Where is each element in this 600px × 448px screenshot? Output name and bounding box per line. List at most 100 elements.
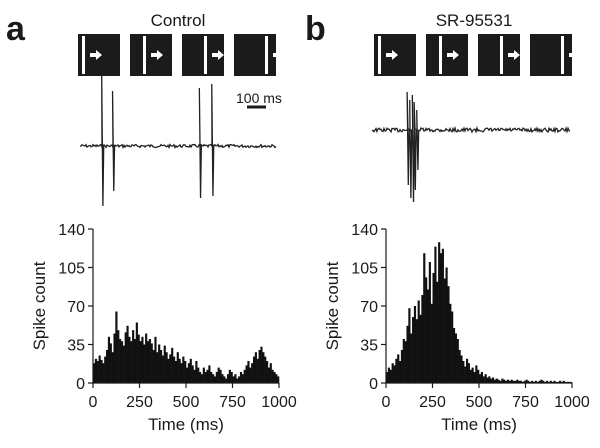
histogram-bar bbox=[439, 253, 443, 383]
histogram-bar bbox=[117, 330, 120, 383]
histogram-bar bbox=[100, 359, 103, 383]
panel-b-stimulus-frames bbox=[374, 34, 581, 76]
histogram-bar bbox=[219, 369, 222, 383]
histogram-bar bbox=[184, 361, 187, 383]
histogram-bar bbox=[193, 369, 196, 383]
histogram-bar bbox=[245, 365, 248, 383]
histogram-bar bbox=[180, 363, 183, 383]
histogram-bar bbox=[501, 378, 504, 383]
histogram-bar bbox=[122, 345, 125, 383]
histogram-bar bbox=[480, 372, 484, 383]
histogram-bar bbox=[395, 358, 398, 383]
histogram-bar bbox=[516, 379, 519, 383]
histogram-bar bbox=[243, 369, 246, 383]
histogram-bar bbox=[482, 376, 485, 383]
histogram-bar bbox=[225, 378, 228, 383]
histogram-bar bbox=[230, 372, 233, 383]
stimulus-bar bbox=[561, 36, 564, 74]
histogram-bar bbox=[132, 330, 135, 383]
histogram-bar bbox=[148, 339, 151, 383]
x-tick-label: 750 bbox=[512, 394, 539, 411]
histogram-bar bbox=[172, 356, 176, 383]
histogram-bar bbox=[119, 339, 122, 383]
histogram-bar bbox=[221, 374, 224, 383]
histogram-bar bbox=[415, 319, 418, 383]
voltage-trace-line bbox=[79, 73, 277, 207]
histogram-bars bbox=[386, 242, 573, 383]
stimulus-bar bbox=[378, 36, 381, 74]
histogram-bar bbox=[493, 379, 497, 383]
histogram-bar bbox=[412, 317, 415, 383]
stimulus-frame bbox=[478, 34, 520, 76]
histogram-bar bbox=[518, 380, 521, 383]
stimulus-frame bbox=[78, 34, 120, 76]
histogram-bar bbox=[113, 333, 116, 383]
histogram-bar bbox=[508, 380, 511, 383]
histogram-bar bbox=[241, 374, 244, 383]
panel-b-letter: b bbox=[305, 10, 326, 48]
histogram-bar bbox=[387, 367, 391, 383]
histogram-bar bbox=[391, 363, 394, 383]
histogram-bar bbox=[239, 372, 243, 383]
histogram-bar bbox=[273, 372, 276, 383]
histogram-bar bbox=[213, 376, 217, 383]
histogram-bar bbox=[176, 352, 179, 383]
histogram-bar bbox=[204, 372, 207, 383]
histogram-bar bbox=[256, 358, 259, 383]
histogram-bar bbox=[464, 366, 467, 383]
x-tick-label: 750 bbox=[219, 394, 246, 411]
histogram-bar bbox=[549, 380, 552, 383]
histogram-bar bbox=[408, 308, 411, 383]
histogram-bar bbox=[215, 372, 218, 383]
histogram-bar bbox=[212, 374, 215, 383]
histogram-bar bbox=[223, 376, 226, 383]
histogram-bar bbox=[200, 374, 204, 383]
histogram-bar bbox=[540, 379, 543, 383]
right-arrow-icon bbox=[90, 50, 102, 60]
histogram-bar bbox=[421, 295, 424, 383]
panel-a-stimulus-frames bbox=[78, 34, 285, 76]
histogram-bar bbox=[505, 380, 508, 383]
histogram-bar bbox=[545, 380, 549, 383]
histogram-bar bbox=[167, 358, 170, 383]
histogram-bar bbox=[486, 377, 489, 383]
y-tick-label: 140 bbox=[58, 222, 85, 239]
histogram-bar bbox=[104, 356, 107, 383]
histogram-bar bbox=[238, 376, 241, 383]
scale-bar-label: 100 ms bbox=[236, 90, 282, 106]
histogram-bar bbox=[135, 322, 138, 383]
stimulus-bar bbox=[265, 36, 268, 74]
voltage-trace-line bbox=[371, 91, 571, 203]
y-axis-title: Spike count bbox=[30, 261, 49, 350]
histogram-bar bbox=[506, 379, 510, 383]
histogram-bar bbox=[519, 380, 523, 383]
histogram-bar bbox=[397, 354, 400, 383]
y-tick-label: 0 bbox=[369, 376, 378, 393]
histogram-bar bbox=[252, 356, 256, 383]
x-tick-label: 500 bbox=[173, 394, 200, 411]
histogram-bar bbox=[236, 378, 239, 383]
histogram-bar bbox=[251, 363, 254, 383]
histogram-bar bbox=[406, 325, 409, 383]
histogram-bar bbox=[96, 361, 99, 383]
histogram-bar bbox=[534, 380, 537, 383]
stimulus-bar bbox=[500, 36, 503, 74]
y-tick-label: 0 bbox=[76, 376, 85, 393]
x-tick-label: 250 bbox=[126, 394, 153, 411]
histogram-bar bbox=[174, 361, 177, 383]
histogram-bar bbox=[262, 352, 265, 383]
y-axis-title: Spike count bbox=[323, 261, 342, 350]
histogram-bar bbox=[152, 350, 155, 383]
histogram-bar bbox=[217, 367, 220, 383]
histogram-bar bbox=[161, 355, 164, 383]
histogram-bar bbox=[456, 339, 459, 383]
histogram-bar bbox=[441, 248, 444, 383]
histogram-bar bbox=[404, 341, 407, 383]
histogram-bar bbox=[490, 378, 493, 383]
histogram-bar bbox=[465, 358, 469, 383]
histogram-bar bbox=[126, 325, 129, 383]
histogram-bar bbox=[186, 367, 189, 383]
histogram-bar bbox=[210, 372, 213, 383]
histogram-bar bbox=[206, 369, 209, 383]
